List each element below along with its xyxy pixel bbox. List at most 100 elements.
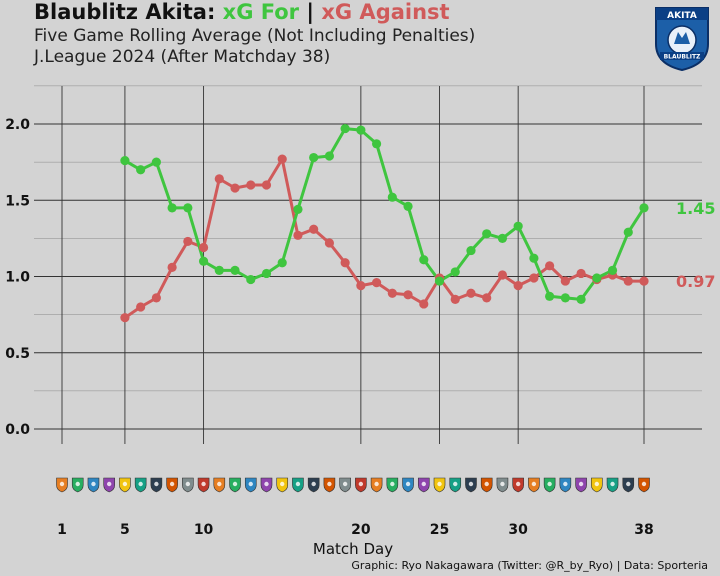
xg-against-point — [560, 276, 570, 286]
xg-for-point — [120, 156, 130, 166]
y-tick-label: 2.0 — [5, 117, 30, 133]
xg-against-point — [639, 276, 649, 286]
team-logo-icon — [638, 477, 650, 493]
xg-for-point — [387, 192, 397, 202]
team-logo-icon — [496, 477, 509, 493]
xg-for-point — [434, 276, 445, 286]
team-logo-icon — [386, 477, 399, 493]
x-tick-label: 5 — [120, 522, 130, 538]
xg-for-point — [419, 255, 429, 265]
chart-grid — [34, 85, 702, 444]
xg-for-point — [340, 123, 350, 134]
team-logo-icon — [575, 477, 587, 493]
xg-against-point — [529, 273, 539, 283]
xg-for-point — [497, 233, 508, 243]
x-tick-label: 20 — [351, 522, 371, 538]
team-logo-icon — [71, 477, 84, 493]
team-logo-icon — [543, 477, 556, 493]
x-tick-label: 10 — [194, 522, 214, 538]
xg-for-point — [230, 265, 240, 275]
xg-against-point — [403, 290, 413, 300]
xg-against-point — [545, 261, 555, 271]
xg-for-point — [261, 268, 272, 279]
xg-for-point — [529, 253, 539, 263]
team-logo-icon — [323, 477, 336, 493]
xg-for-point — [198, 256, 209, 266]
xg-for-point — [293, 204, 303, 214]
xg-for-point — [545, 291, 555, 301]
team-logo-icon — [433, 477, 446, 493]
series-lines — [124, 127, 646, 319]
team-logo-icon — [213, 477, 226, 493]
team-logo-icon — [197, 477, 210, 493]
team-logo-icon — [103, 477, 115, 493]
xg-against-point — [136, 302, 146, 312]
team-logo-icon — [307, 477, 320, 493]
team-logo-icon — [87, 477, 100, 493]
team-logo-icon — [512, 477, 524, 493]
team-logo-icon — [182, 477, 194, 493]
title-xg-against: xG Against — [321, 0, 450, 24]
xg-for-point — [607, 265, 618, 275]
y-tick-label: 0.5 — [5, 346, 30, 362]
y-tick-label: 1.5 — [5, 193, 30, 209]
team-logo-icon — [134, 477, 147, 493]
team-logo-icon — [339, 477, 351, 493]
team-logo-icon — [166, 477, 178, 493]
team-logo-icon — [559, 477, 572, 493]
y-tick-label: 0.0 — [5, 422, 30, 438]
xg-against-point — [482, 293, 492, 303]
xg-against-point — [466, 288, 476, 298]
xg-for-point — [136, 165, 146, 175]
team-logo-icon — [528, 477, 540, 493]
xg-for-point — [623, 227, 633, 237]
xg-for-point — [466, 245, 476, 256]
xg-for-point — [214, 265, 224, 275]
team-logo-icon — [56, 477, 68, 493]
xg-against-point — [419, 299, 429, 309]
title-separator: | — [306, 0, 315, 24]
xg-against-point — [387, 288, 397, 298]
xg-for-point — [356, 125, 366, 135]
xg-for-point — [151, 157, 161, 167]
opponent-logo-row — [56, 477, 650, 493]
team-logo-icon — [229, 477, 241, 493]
svg-text:BLAUBLITZ: BLAUBLITZ — [664, 54, 701, 61]
xg-for-end-label: 1.45 — [676, 199, 715, 218]
blaublitz-akita-crest-icon: AKITA BLAUBLITZ — [655, 7, 709, 72]
xg-against-point — [120, 313, 130, 323]
team-logo-icon — [150, 477, 163, 493]
title-team: Blaublitz Akita: — [34, 0, 216, 24]
series-line-xg-for — [124, 127, 646, 301]
xg-against-point — [151, 293, 161, 303]
team-logo-icon — [591, 477, 603, 493]
xg-against-point — [576, 268, 586, 279]
xg-for-point — [513, 221, 523, 231]
team-logo-icon — [292, 477, 304, 493]
xg-for-point — [639, 203, 649, 213]
xg-for-point — [592, 273, 602, 283]
team-logo-icon — [244, 477, 257, 493]
team-logo-icon — [465, 477, 477, 493]
team-logo-icon — [622, 477, 635, 493]
team-logo-icon — [355, 477, 367, 493]
xg-against-point — [261, 180, 272, 190]
xg-against-point — [167, 262, 177, 272]
x-tick-label: 30 — [508, 522, 528, 538]
team-logo-icon — [370, 477, 383, 493]
xg-for-point — [183, 203, 193, 213]
x-axis-ticks: 1 5 10 20 25 30 38 — [57, 522, 654, 538]
xg-for-point — [371, 139, 382, 149]
xg-against-point — [450, 294, 460, 304]
team-logo-icon — [402, 477, 414, 493]
xg-for-point — [576, 294, 586, 304]
x-tick-label: 38 — [634, 522, 653, 538]
xg-for-point — [167, 203, 177, 213]
xg-against-point — [497, 270, 508, 280]
xg-against-point — [324, 238, 335, 248]
team-logo-icon — [480, 477, 493, 493]
xg-against-point — [293, 230, 303, 240]
xg-for-point — [309, 152, 319, 163]
team-logo-icon — [606, 477, 619, 493]
